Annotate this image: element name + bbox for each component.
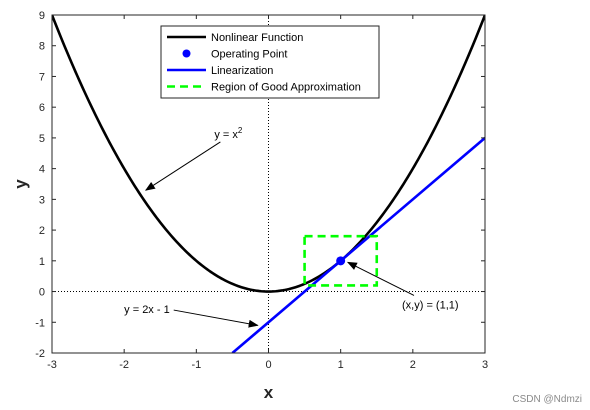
y-tick-label: 3: [39, 194, 45, 206]
legend-swatch-operating-point: [182, 49, 191, 58]
series-linearization: [231, 136, 485, 353]
x-tick-label: 2: [410, 359, 416, 371]
y-tick-label: 1: [39, 256, 45, 268]
y-tick-label: -1: [35, 317, 45, 329]
y-tick-label: 4: [39, 164, 45, 176]
annotation-arrow: [173, 309, 259, 328]
y-tick-label: 7: [39, 71, 45, 83]
x-axis-label: x: [264, 383, 274, 402]
series-nonlinear-function: [52, 15, 485, 293]
x-tick-label: -1: [191, 359, 201, 371]
y-tick-label: 6: [39, 102, 45, 114]
annotation-label: y = 2x - 1: [124, 304, 170, 316]
y-tick-label: 5: [39, 133, 45, 145]
y-tick-label: 9: [39, 10, 45, 22]
legend-entry-label: Region of Good Approximation: [211, 82, 361, 94]
legend-entry-label: Nonlinear Function: [211, 32, 303, 44]
watermark: CSDN @Ndmzi: [512, 394, 582, 405]
annotation-superscript: 2: [238, 126, 243, 135]
annotation-arrow: [144, 141, 221, 191]
annotation-label: (x,y) = (1,1): [402, 299, 459, 311]
x-tick-label: 3: [482, 359, 488, 371]
y-tick-label: 0: [39, 287, 45, 299]
x-tick-label: -2: [119, 359, 129, 371]
x-tick-label: -3: [47, 359, 57, 371]
x-tick-label: 1: [338, 359, 344, 371]
y-tick-label: -2: [35, 348, 45, 360]
operating-point-marker: [336, 256, 346, 266]
y-tick-label: 8: [39, 41, 45, 53]
legend-entry-label: Linearization: [211, 65, 273, 77]
x-tick-label: 0: [265, 359, 271, 371]
y-tick-label: 2: [39, 225, 45, 237]
y-axis-label: y: [11, 179, 30, 189]
series-region-of-good-approximation: [303, 234, 379, 287]
annotation-arrow: [346, 261, 415, 296]
annotation-label: y = x2: [214, 126, 243, 141]
legend-entry-label: Operating Point: [211, 49, 287, 61]
